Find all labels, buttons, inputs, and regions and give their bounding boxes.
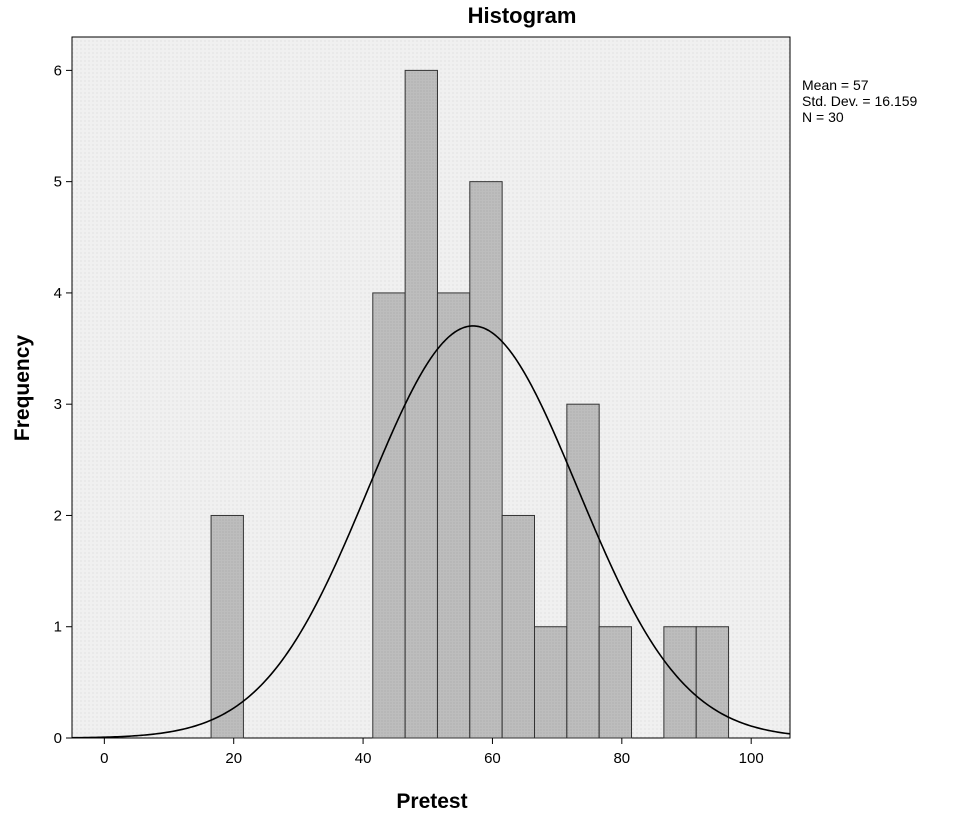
bar-2 bbox=[404, 69, 438, 739]
x-tick-label-5: 100 bbox=[739, 750, 764, 767]
y-tick-label-2: 2 bbox=[54, 507, 62, 524]
bars-group bbox=[210, 69, 730, 739]
x-tick-label-4: 80 bbox=[613, 750, 630, 767]
y-axis: 0 1 2 3 4 5 6 bbox=[54, 62, 72, 747]
bar-9 bbox=[663, 626, 697, 739]
bar-6 bbox=[533, 626, 568, 739]
y-axis-label: Frequency bbox=[11, 335, 34, 442]
stat-mean: Mean = 57 bbox=[802, 77, 869, 93]
stat-n: N = 30 bbox=[802, 109, 844, 125]
x-tick-label-0: 0 bbox=[100, 750, 108, 767]
stats-box: Mean = 57 Std. Dev. = 16.159 N = 30 bbox=[802, 77, 918, 125]
chart-title: Histogram bbox=[468, 3, 577, 28]
x-tick-label-3: 60 bbox=[484, 750, 501, 767]
x-axis-label: Pretest bbox=[396, 790, 467, 813]
normal-curve bbox=[71, 325, 791, 739]
x-axis: 0 20 40 60 80 100 bbox=[100, 738, 764, 767]
y-tick-label-0: 0 bbox=[54, 730, 62, 747]
bar-7 bbox=[566, 403, 600, 739]
y-tick-label-3: 3 bbox=[54, 396, 62, 413]
y-tick-label-6: 6 bbox=[54, 62, 62, 79]
bar-0 bbox=[210, 514, 244, 739]
bar-10 bbox=[695, 626, 730, 739]
bar-3 bbox=[436, 292, 471, 739]
x-tick-label-1: 20 bbox=[225, 750, 242, 767]
bar-1 bbox=[372, 292, 406, 739]
stat-std-dev: Std. Dev. = 16.159 bbox=[802, 93, 918, 109]
bar-4 bbox=[469, 181, 503, 739]
y-tick-label-4: 4 bbox=[54, 285, 62, 302]
y-tick-label-5: 5 bbox=[54, 174, 62, 191]
y-tick-label-1: 1 bbox=[54, 619, 62, 636]
bar-8 bbox=[598, 626, 633, 739]
bar-5 bbox=[501, 514, 535, 739]
x-tick-label-2: 40 bbox=[355, 750, 372, 767]
